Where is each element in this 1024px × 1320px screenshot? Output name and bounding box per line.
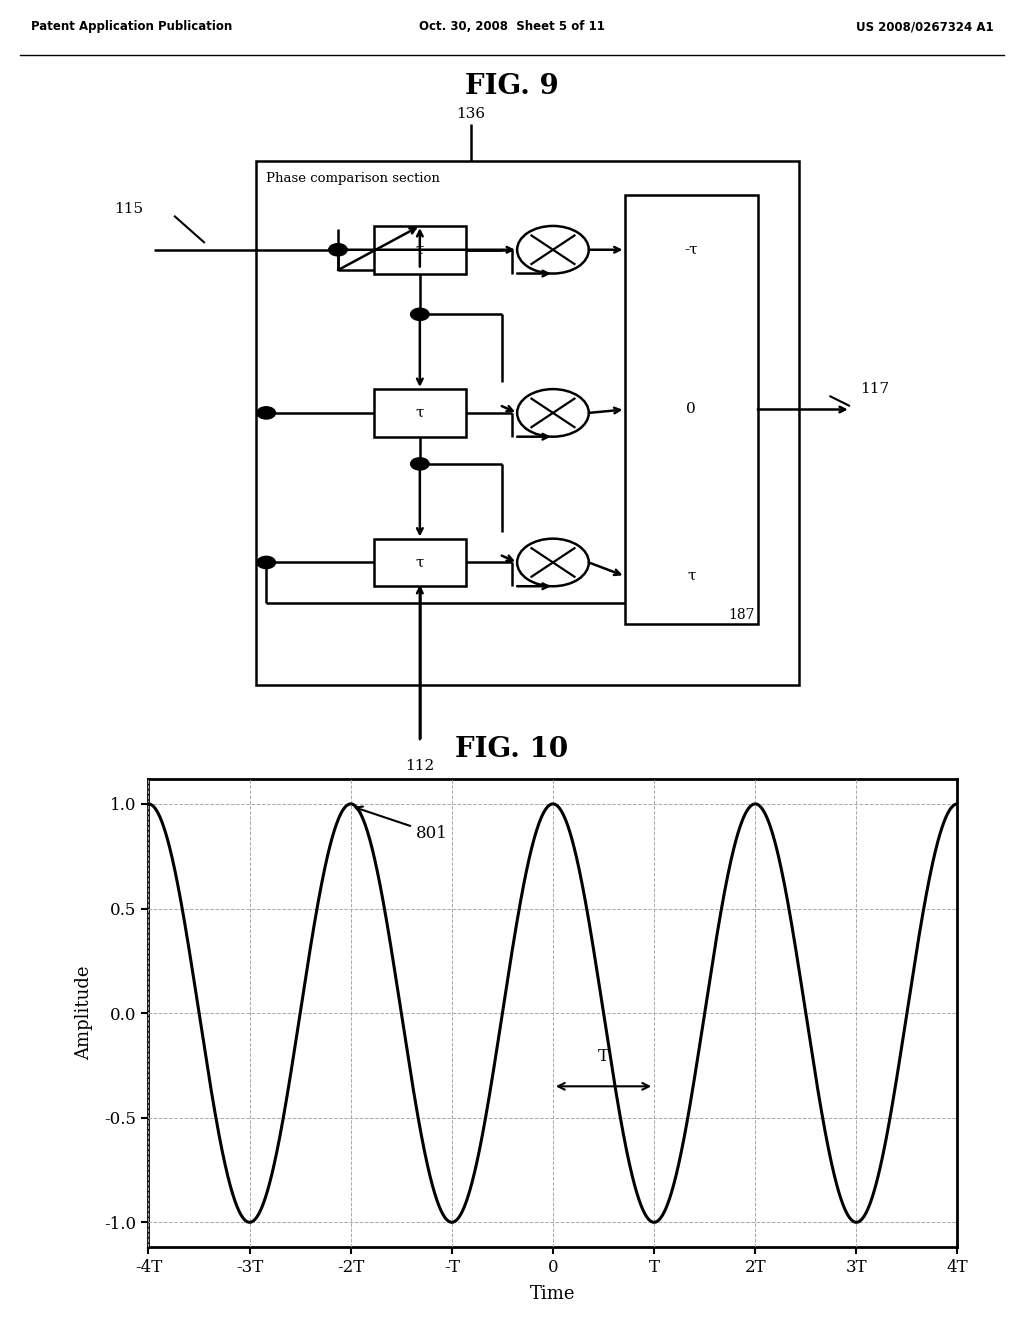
Text: Phase comparison section: Phase comparison section (266, 172, 440, 185)
Text: 117: 117 (860, 381, 889, 396)
Bar (374, 539, 466, 586)
Text: 112: 112 (406, 759, 434, 774)
Text: τ: τ (416, 405, 424, 420)
Circle shape (517, 389, 589, 437)
Text: Oct. 30, 2008  Sheet 5 of 11: Oct. 30, 2008 Sheet 5 of 11 (419, 20, 605, 33)
Bar (374, 389, 466, 437)
Text: 115: 115 (115, 202, 143, 216)
Text: FIG. 9: FIG. 9 (465, 73, 559, 100)
Circle shape (517, 226, 589, 273)
Text: -τ: -τ (684, 243, 698, 257)
Circle shape (411, 308, 429, 321)
Bar (374, 226, 466, 273)
Text: Patent Application Publication: Patent Application Publication (31, 20, 232, 33)
Circle shape (329, 244, 347, 256)
Bar (625, 195, 758, 623)
Bar (256, 161, 799, 685)
Text: FIG. 10: FIG. 10 (456, 737, 568, 763)
Text: 0: 0 (686, 403, 696, 417)
Text: US 2008/0267324 A1: US 2008/0267324 A1 (856, 20, 993, 33)
Text: τ: τ (416, 243, 424, 257)
Circle shape (257, 556, 275, 569)
Text: τ: τ (416, 556, 424, 569)
Circle shape (517, 539, 589, 586)
Text: 136: 136 (457, 107, 485, 120)
Text: 801: 801 (355, 807, 447, 842)
Circle shape (257, 407, 275, 418)
Text: 187: 187 (728, 607, 755, 622)
Y-axis label: Amplitude: Amplitude (76, 966, 93, 1060)
Circle shape (411, 458, 429, 470)
Text: τ: τ (687, 569, 695, 583)
Text: T: T (598, 1048, 609, 1065)
X-axis label: Time: Time (530, 1284, 575, 1303)
